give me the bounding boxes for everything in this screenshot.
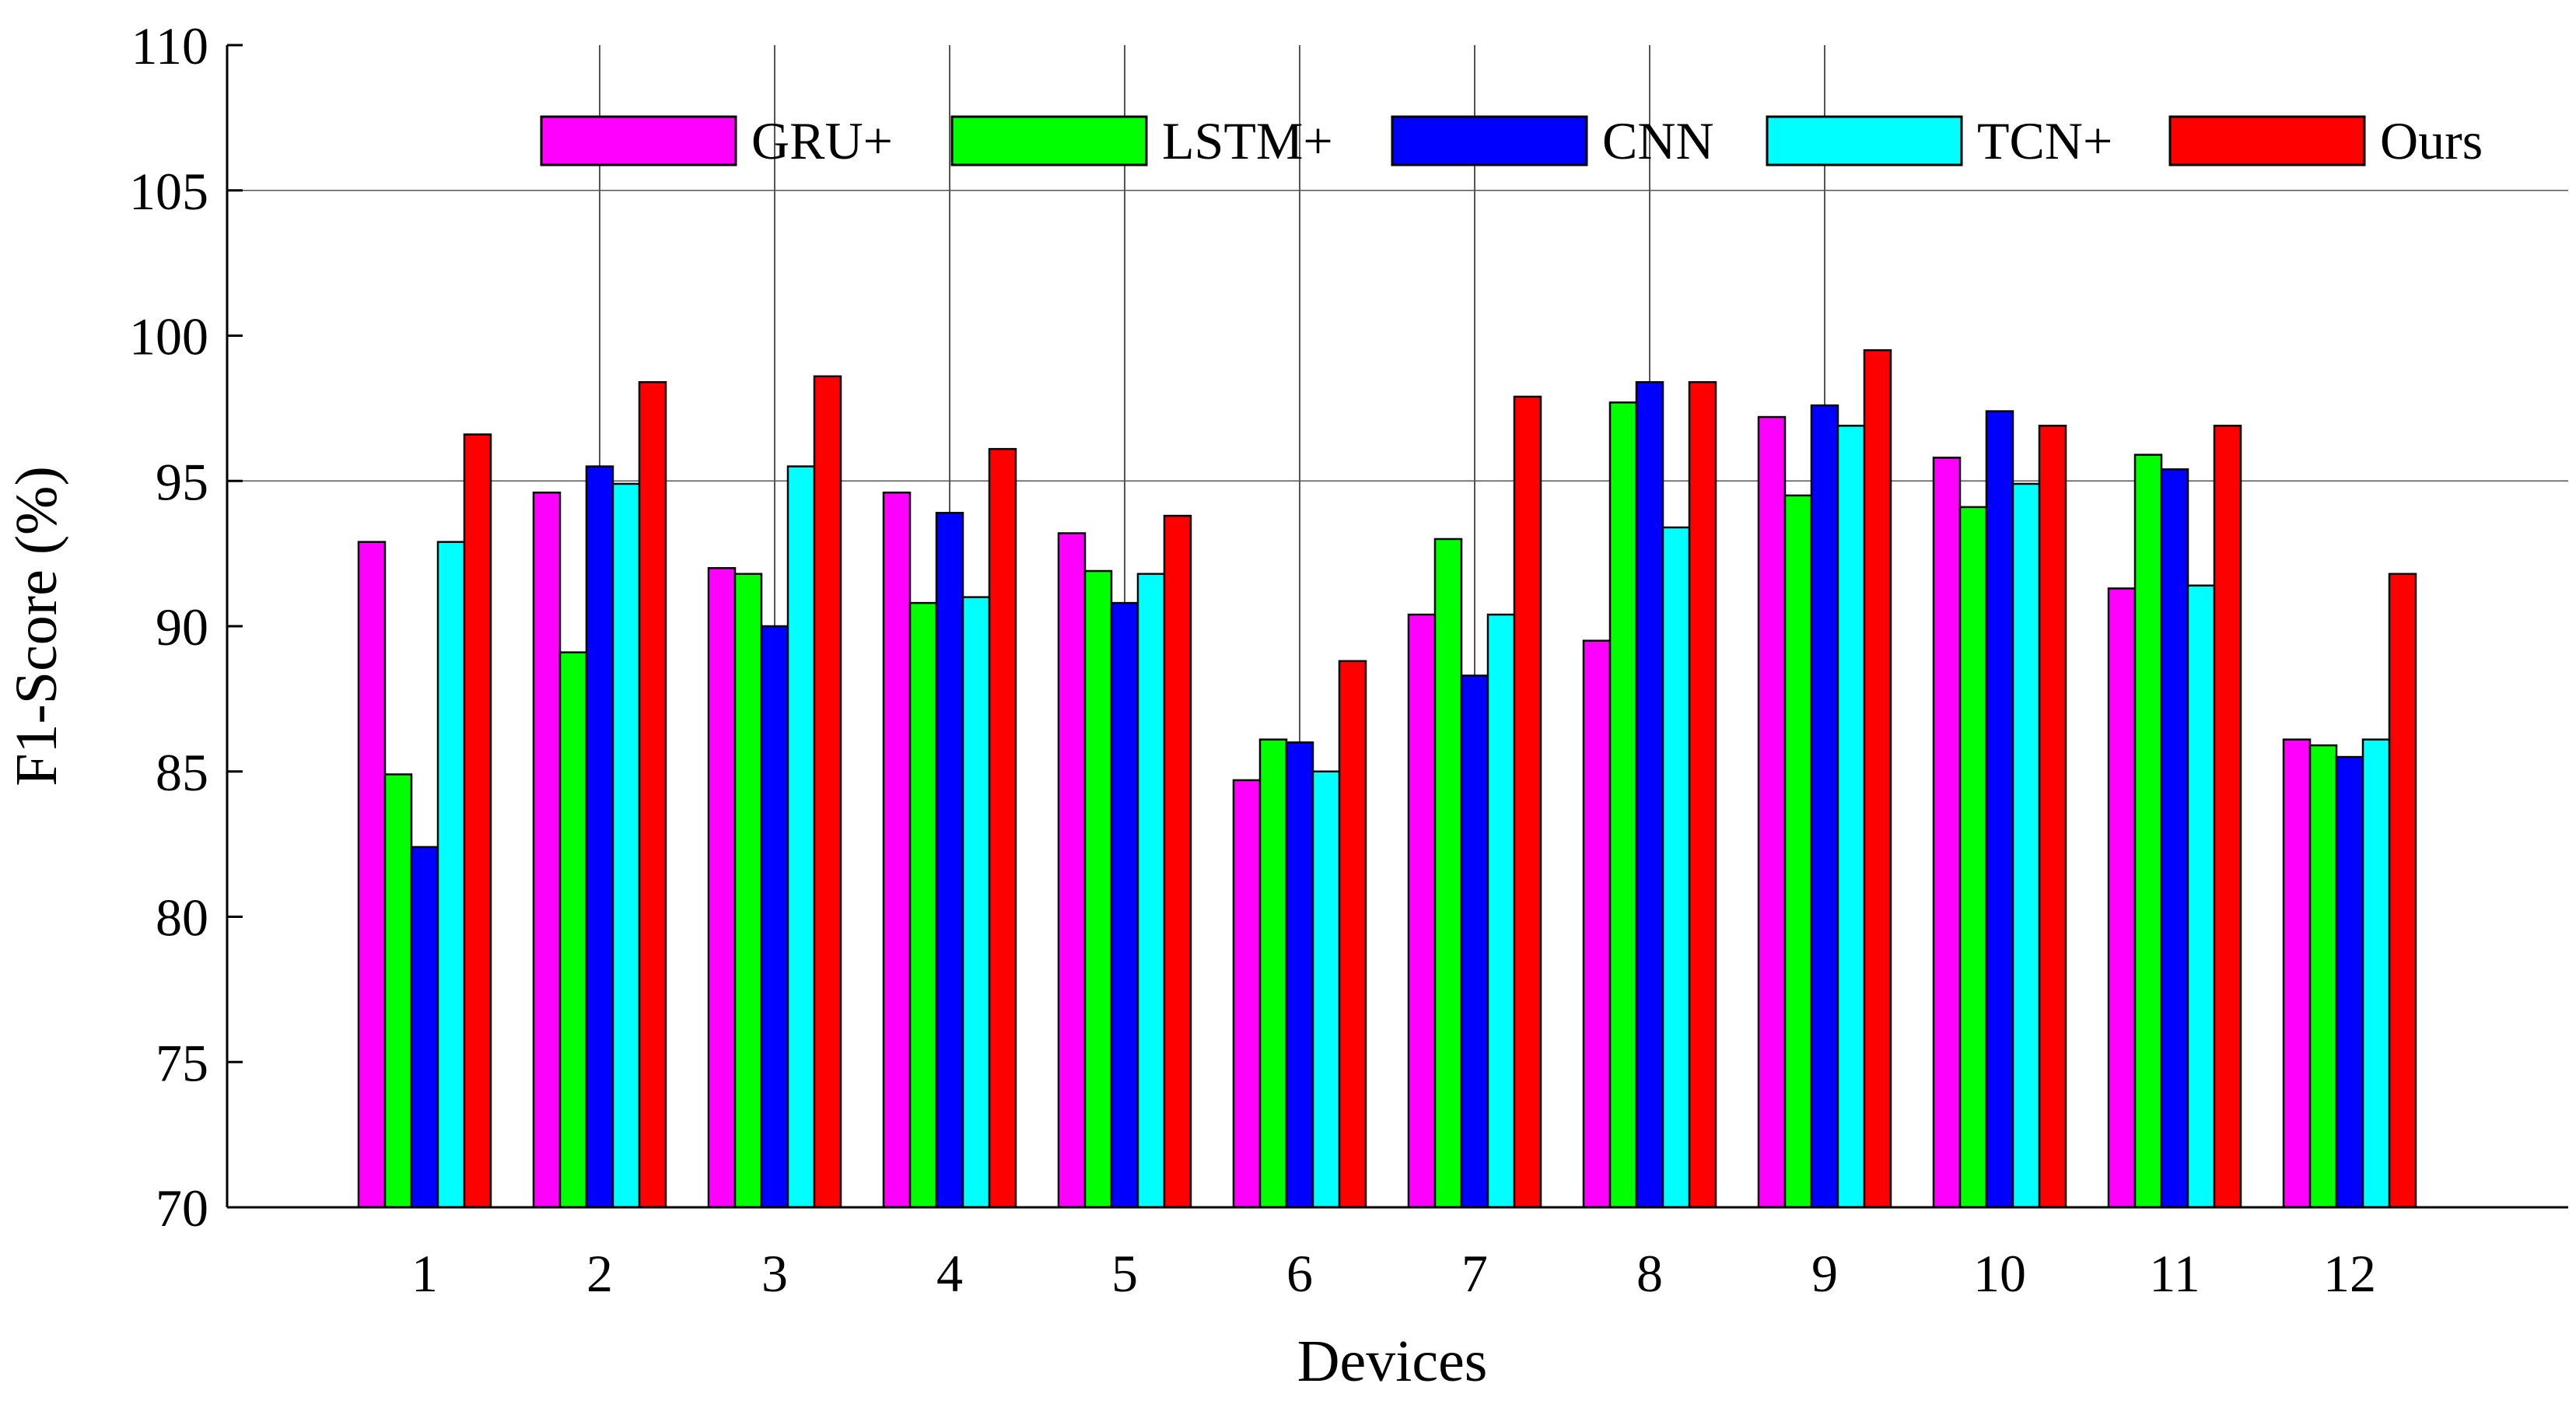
legend-swatch-tcnplus [1766, 115, 1963, 166]
legend-label-lstmplus: LSTM+ [1162, 111, 1333, 170]
x-tick-label-11: 11 [2149, 1244, 2200, 1303]
legend-swatch-gruplus [540, 115, 737, 166]
bar-tcnplus-device-4 [961, 596, 991, 1209]
bar-ours-device-1 [463, 433, 492, 1209]
x-tick-label-7: 7 [1461, 1244, 1488, 1303]
bar-lstmplus-device-12 [2308, 744, 2338, 1209]
bar-cnn-device-4 [935, 512, 964, 1209]
bar-ours-device-3 [813, 375, 842, 1209]
bar-gruplus-device-7 [1407, 613, 1437, 1209]
bar-gruplus-device-5 [1057, 532, 1087, 1209]
bar-tcnplus-device-8 [1661, 526, 1691, 1209]
bar-lstmplus-device-4 [908, 601, 938, 1209]
bar-lstmplus-device-3 [733, 573, 763, 1209]
bar-ours-device-11 [2213, 425, 2242, 1209]
bar-ours-device-5 [1163, 514, 1192, 1209]
y-tick-label-95: 95 [156, 452, 208, 511]
bar-lstmplus-device-7 [1433, 538, 1463, 1209]
bar-gruplus-device-1 [357, 541, 387, 1209]
bar-tcnplus-device-11 [2186, 584, 2216, 1209]
bar-cnn-device-9 [1810, 404, 1839, 1209]
bar-lstmplus-device-1 [383, 773, 413, 1209]
bar-gruplus-device-8 [1582, 639, 1612, 1209]
y-tick-label-100: 100 [129, 307, 208, 366]
bar-gruplus-device-3 [707, 567, 737, 1209]
y-tick-label-80: 80 [156, 888, 208, 947]
x-axis-label: Devices [1297, 1329, 1488, 1394]
bar-lstmplus-device-6 [1258, 738, 1288, 1209]
bar-ours-device-9 [1863, 348, 1892, 1209]
bar-ours-device-6 [1338, 660, 1367, 1209]
y-tick-label-70: 70 [156, 1179, 208, 1238]
bar-cnn-device-8 [1635, 381, 1664, 1209]
bar-tcnplus-device-3 [786, 465, 816, 1209]
legend-label-ours: Ours [2380, 111, 2483, 170]
bar-cnn-device-7 [1460, 674, 1489, 1209]
bar-cnn-device-11 [2160, 468, 2189, 1209]
bar-tcnplus-device-9 [1836, 425, 1866, 1209]
bar-ours-device-7 [1513, 395, 1542, 1209]
bar-gruplus-device-10 [1932, 457, 1962, 1209]
x-tick-label-8: 8 [1636, 1244, 1663, 1303]
x-tick-label-4: 4 [936, 1244, 963, 1303]
y-tick-label-90: 90 [156, 597, 208, 657]
bar-cnn-device-5 [1110, 601, 1139, 1209]
bar-lstmplus-device-5 [1083, 569, 1113, 1209]
bar-tcnplus-device-7 [1486, 613, 1516, 1209]
x-tick-label-1: 1 [411, 1244, 438, 1303]
legend-swatch-lstmplus [950, 115, 1148, 166]
y-tick-label-85: 85 [156, 743, 208, 802]
bar-tcnplus-device-6 [1311, 770, 1341, 1209]
bar-tcnplus-device-2 [611, 482, 641, 1209]
bar-tcnplus-device-1 [436, 541, 466, 1209]
bar-cnn-device-2 [585, 465, 614, 1209]
x-tick-label-3: 3 [761, 1244, 788, 1303]
bar-gruplus-device-9 [1757, 415, 1787, 1209]
bar-cnn-device-3 [760, 625, 789, 1209]
bar-gruplus-device-12 [2282, 738, 2312, 1209]
bar-gruplus-device-11 [2107, 587, 2137, 1209]
legend-label-cnn: CNN [1602, 111, 1714, 170]
bar-lstmplus-device-9 [1783, 494, 1813, 1209]
bar-ours-device-10 [2038, 425, 2067, 1209]
y-tick-label-75: 75 [156, 1033, 208, 1092]
bar-gruplus-device-6 [1232, 779, 1262, 1209]
bar-cnn-device-1 [410, 846, 439, 1209]
x-tick-label-5: 5 [1111, 1244, 1138, 1303]
legend-swatch-cnn [1391, 115, 1588, 166]
x-tick-label-12: 12 [2323, 1244, 2376, 1303]
bar-ours-device-12 [2388, 573, 2417, 1209]
y-tick-label-105: 105 [129, 162, 208, 221]
legend-label-tcnplus: TCN+ [1977, 111, 2112, 170]
bar-lstmplus-device-10 [1958, 506, 1988, 1209]
bar-cnn-device-10 [1985, 410, 2014, 1209]
bar-ours-device-4 [988, 447, 1017, 1209]
bar-tcnplus-device-5 [1136, 573, 1166, 1209]
x-tick-label-9: 9 [1811, 1244, 1838, 1303]
bar-cnn-device-12 [2335, 755, 2364, 1209]
bars [357, 348, 2417, 1209]
y-tick-label-110: 110 [131, 16, 208, 75]
legend: GRU+ LSTM+ CNN TCN+ Ours [540, 111, 2483, 170]
bar-tcnplus-device-12 [2361, 738, 2391, 1209]
y-axis-label: F1-Score (%) [4, 466, 69, 786]
x-tick-label-2: 2 [586, 1244, 613, 1303]
x-tick-label-10: 10 [1973, 1244, 2026, 1303]
bar-cnn-device-6 [1285, 741, 1314, 1209]
bar-ours-device-8 [1688, 381, 1717, 1209]
bar-tcnplus-device-10 [2011, 482, 2041, 1209]
bar-lstmplus-device-11 [2133, 454, 2163, 1209]
x-tick-label-6: 6 [1286, 1244, 1313, 1303]
bar-lstmplus-device-2 [558, 651, 588, 1209]
bar-ours-device-2 [638, 381, 667, 1209]
bar-gruplus-device-2 [532, 491, 562, 1209]
bar-gruplus-device-4 [882, 491, 912, 1209]
bar-lstmplus-device-8 [1608, 401, 1638, 1209]
legend-swatch-ours [2168, 115, 2366, 166]
legend-label-gruplus: GRU+ [751, 111, 893, 170]
